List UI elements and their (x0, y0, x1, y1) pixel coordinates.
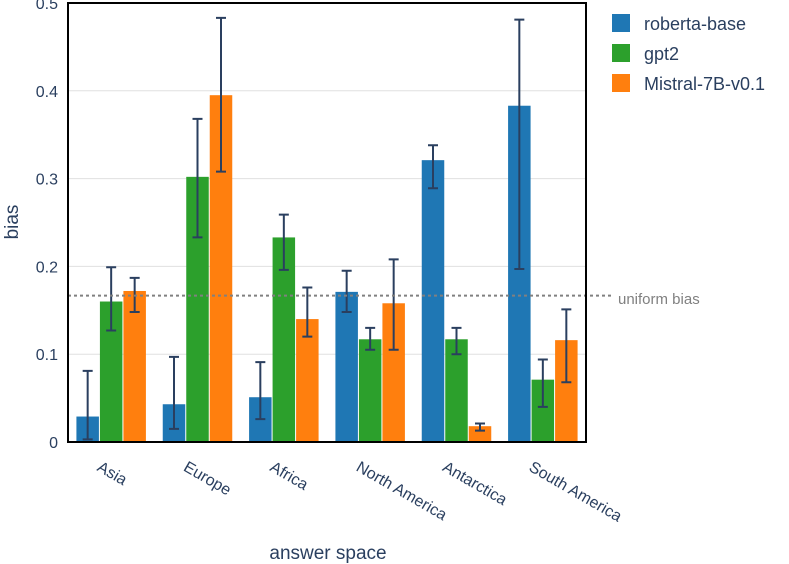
y-tick-label: 0 (49, 435, 58, 452)
error-bar-roberta-base-asia (82, 369, 93, 441)
error-bar-gpt2-antarctica (451, 326, 462, 356)
bar-mistral-7b-v0-1-asia (123, 290, 146, 442)
bar-mistral-7b-v0-1-europe (209, 95, 233, 442)
bar-gpt2-africa (272, 237, 296, 442)
bar-mistral-7b-v0-1-antarctica (468, 426, 492, 442)
y-tick-label: 0.1 (36, 347, 58, 364)
error-bar-mistral-7b-v0-1-africa (302, 286, 313, 338)
error-bar-roberta-base-antarctica (428, 144, 438, 190)
bar-mistral-7b-v0-1-africa (296, 319, 319, 442)
error-bar-roberta-base-africa (255, 361, 266, 421)
bar-gpt2-europe (186, 176, 209, 442)
legend-swatch-roberta-base[interactable] (612, 14, 630, 32)
error-bar-mistral-7b-v0-1-south-america (561, 308, 572, 384)
x-tick-label: South America (526, 459, 625, 526)
error-bar-gpt2-south-america (537, 358, 548, 408)
bar-gpt2-asia (99, 301, 123, 442)
legend-label-gpt2[interactable]: gpt2 (644, 44, 679, 64)
error-bar-gpt2-asia (106, 266, 117, 332)
x-tick-label: Europe (181, 459, 234, 500)
y-tick-label: 0.4 (36, 84, 58, 101)
error-bar-gpt2-africa (278, 213, 289, 271)
x-tick-label: North America (353, 459, 449, 524)
bar-gpt2-south-america (531, 379, 555, 442)
legend[interactable]: roberta-base gpt2 Mistral-7B-v0.1 (612, 14, 765, 94)
y-tick-label: 0.2 (36, 259, 58, 276)
gridlines (68, 90, 586, 355)
bar-roberta-base-south-america (508, 105, 531, 442)
legend-swatch-gpt2[interactable] (612, 44, 630, 62)
error-bar-roberta-base-south-america (514, 18, 525, 271)
x-tick-label: Africa (267, 459, 311, 494)
y-axis-ticks: 0 0.1 0.2 0.3 0.4 0.5 (36, 0, 58, 452)
bar-gpt2-antarctica (445, 339, 468, 442)
y-tick-label: 0.5 (36, 0, 58, 13)
error-bar-mistral-7b-v0-1-north-america (388, 258, 399, 351)
legend-label-mistral-7b-v0-1[interactable]: Mistral-7B-v0.1 (644, 74, 765, 94)
bar-mistral-7b-v0-1-north-america (382, 303, 405, 442)
bar-mistral-7b-v0-1-south-america (555, 340, 578, 442)
y-axis-title: bias (2, 205, 23, 240)
y-tick-label: 0.3 (36, 172, 58, 189)
uniform-bias-label: uniform bias (618, 291, 700, 308)
legend-swatch-mistral-7b-v0-1[interactable] (612, 74, 630, 92)
x-tick-label: Asia (94, 459, 130, 489)
error-bar-gpt2-north-america (365, 326, 376, 351)
bar-gpt2-north-america (358, 339, 382, 442)
plot-frame (67, 2, 587, 443)
error-bar-gpt2-europe (192, 117, 203, 239)
error-bar-roberta-base-north-america (341, 269, 352, 314)
bar-roberta-base-north-america (335, 291, 358, 442)
x-tick-label: Antarctica (440, 459, 510, 509)
error-bar-roberta-base-europe (169, 355, 179, 430)
legend-label-roberta-base[interactable]: roberta-base (644, 14, 746, 34)
error-bar-mistral-7b-v0-1-europe (216, 16, 226, 173)
error-bars (82, 16, 572, 441)
x-axis-title: answer space (269, 543, 386, 564)
bar-roberta-base-antarctica (421, 160, 445, 443)
bars (76, 95, 578, 443)
error-bar-mistral-7b-v0-1-antarctica (475, 422, 485, 432)
